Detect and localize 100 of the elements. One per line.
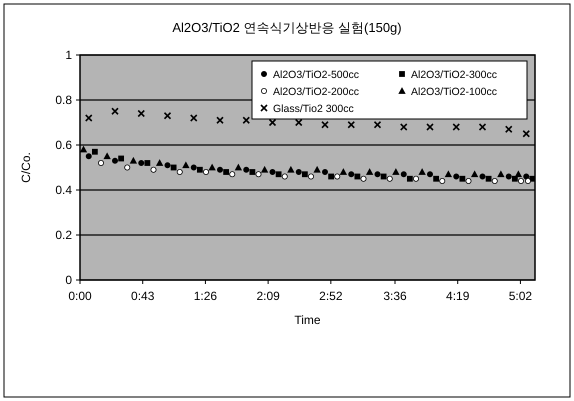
point — [386, 176, 393, 182]
point — [413, 176, 419, 182]
point — [84, 114, 93, 122]
point — [471, 170, 478, 178]
point — [156, 160, 164, 166]
point — [217, 166, 223, 173]
point — [525, 178, 531, 184]
point — [80, 146, 87, 152]
point — [360, 176, 366, 182]
point — [444, 170, 452, 178]
point — [112, 158, 118, 164]
point — [486, 176, 492, 182]
y-tick-label: 0.6 — [55, 138, 72, 152]
point — [340, 168, 347, 175]
legend-label: Al2O3/TiO2-100cc — [411, 86, 497, 98]
point — [86, 153, 92, 160]
point — [176, 169, 183, 175]
x-tick-label: 4:19 — [446, 289, 470, 303]
point — [308, 174, 314, 180]
point — [182, 162, 190, 168]
point — [328, 174, 334, 180]
point — [208, 164, 216, 170]
point — [453, 174, 460, 180]
legend-label: Al2O3/TiO2-200cc — [273, 86, 359, 98]
point — [261, 166, 268, 173]
point — [522, 130, 530, 138]
point — [138, 160, 144, 166]
point — [137, 110, 146, 118]
point — [190, 164, 197, 170]
point — [118, 156, 124, 162]
point — [334, 174, 340, 180]
x-tick-label: 0:00 — [68, 289, 92, 303]
point — [302, 171, 308, 178]
point — [104, 152, 111, 160]
point — [518, 178, 524, 184]
point — [276, 171, 282, 178]
point — [426, 123, 434, 131]
point — [497, 170, 504, 178]
point — [374, 171, 380, 178]
point — [150, 166, 156, 173]
point — [243, 166, 250, 173]
x-tick-label: 1:26 — [194, 289, 218, 303]
legend-label: Al2O3/TiO2-300cc — [411, 69, 497, 81]
point — [130, 157, 137, 164]
point — [392, 168, 400, 175]
point — [144, 160, 150, 166]
point — [111, 107, 119, 116]
y-tick-label: 1 — [65, 48, 72, 62]
point — [282, 174, 288, 180]
point — [400, 171, 407, 178]
point — [294, 118, 303, 126]
point — [380, 174, 387, 180]
chart-title: Al2O3/TiO2 연속식기상반응 실험(150g) — [172, 20, 402, 35]
point — [164, 162, 170, 168]
point — [268, 118, 276, 126]
x-tick-label: 0:43 — [131, 289, 155, 303]
point — [348, 171, 354, 178]
point — [321, 120, 329, 129]
point — [196, 166, 203, 173]
point — [406, 176, 413, 182]
point — [270, 169, 276, 175]
y-axis-title: C/Co. — [19, 152, 33, 183]
point — [164, 112, 172, 120]
point — [374, 120, 382, 129]
point — [92, 148, 98, 155]
point — [452, 123, 460, 131]
point — [418, 168, 426, 175]
point — [478, 123, 486, 131]
x-axis-title: Time — [294, 313, 321, 327]
legend-label: Glass/Tio2 300cc — [273, 103, 354, 115]
point — [347, 120, 356, 129]
point — [242, 116, 250, 124]
point — [400, 123, 408, 131]
y-tick-label: 0.8 — [55, 93, 72, 107]
point — [124, 164, 130, 170]
point — [459, 176, 466, 182]
point — [223, 169, 230, 175]
point — [170, 164, 177, 170]
point — [427, 171, 433, 178]
point — [296, 169, 302, 175]
point — [98, 160, 104, 166]
point — [203, 169, 209, 175]
point — [439, 178, 446, 184]
point — [433, 176, 440, 182]
y-tick-label: 0 — [65, 273, 72, 287]
point — [504, 125, 513, 134]
point — [287, 166, 294, 173]
point — [506, 174, 512, 180]
x-tick-label: 5:02 — [508, 289, 532, 303]
y-tick-label: 0.4 — [55, 183, 72, 197]
point — [492, 178, 498, 184]
point — [249, 169, 256, 175]
point — [190, 114, 198, 122]
point — [514, 170, 522, 178]
point — [366, 168, 374, 175]
x-tick-label: 2:52 — [319, 289, 343, 303]
point — [512, 176, 518, 182]
point — [216, 116, 224, 124]
x-tick-label: 3:36 — [383, 289, 407, 303]
point — [322, 169, 328, 175]
